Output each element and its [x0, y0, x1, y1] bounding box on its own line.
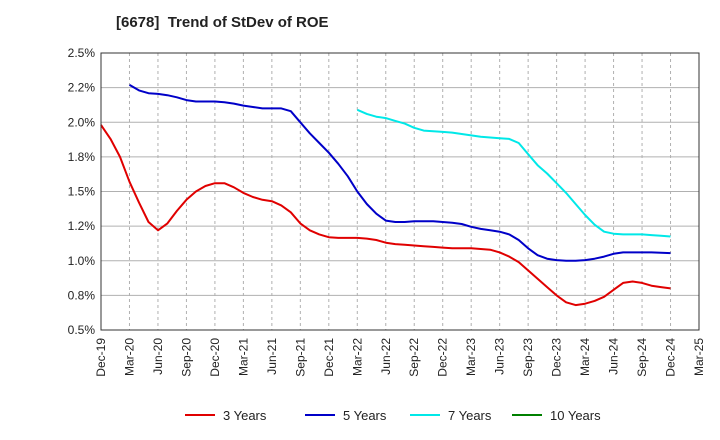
x-tick-label: Mar-25 — [692, 338, 706, 376]
y-tick-label: 2.5% — [68, 46, 96, 60]
series-line-5-years — [128, 84, 671, 262]
y-tick-label: 0.8% — [68, 288, 96, 302]
plot-frame — [100, 52, 700, 331]
series-line-3-years — [100, 124, 671, 307]
x-tick-label: Sep-24 — [635, 338, 649, 377]
axes-layer — [100, 52, 700, 331]
legend-label-10-years: 10 Years — [550, 408, 601, 423]
legend-label-7-years: 7 Years — [448, 408, 492, 423]
x-tick-label: Jun-24 — [607, 338, 621, 375]
x-tick-label: Dec-24 — [664, 338, 678, 377]
x-tick-label: Mar-23 — [464, 338, 478, 376]
y-tick-label: 2.2% — [68, 81, 96, 95]
x-tick-label: Jun-21 — [265, 338, 279, 375]
x-tick-label: Dec-21 — [322, 338, 336, 377]
x-tick-label: Sep-22 — [407, 338, 421, 377]
x-tick-label: Dec-23 — [550, 338, 564, 377]
y-tick-label: 1.8% — [68, 150, 96, 164]
grid-layer — [101, 52, 699, 330]
series-line-7-years — [356, 108, 671, 238]
series-layer — [100, 84, 671, 307]
y-tick-labels: 0.5% 0.8% 1.0% 1.2% 1.5% 1.8% 2.0% 2.2% 2.5% — [68, 46, 96, 337]
y-tick-label: 0.5% — [68, 323, 96, 337]
x-tick-label: Mar-24 — [578, 338, 592, 376]
x-tick-label: Sep-23 — [521, 338, 535, 377]
x-tick-label: Jun-20 — [151, 338, 165, 375]
x-tick-label: Dec-20 — [208, 338, 222, 377]
y-tick-label: 1.0% — [68, 254, 96, 268]
legend-label-3-years: 3 Years — [223, 408, 267, 423]
x-tick-label: Jun-22 — [379, 338, 393, 375]
x-tick-labels: Dec-19 Mar-20 Jun-20 Sep-20 Dec-20 Mar-21 Jun-… — [94, 338, 706, 377]
x-tick-label: Dec-22 — [436, 338, 450, 377]
legend-label-5-years: 5 Years — [343, 408, 387, 423]
chart-title: [6678] Trend of StDev of ROE — [116, 14, 329, 31]
y-tick-label: 1.2% — [68, 219, 96, 233]
x-tick-label: Jun-23 — [493, 338, 507, 375]
x-tick-label: Sep-21 — [293, 338, 307, 377]
y-tick-label: 1.5% — [68, 185, 96, 199]
x-tick-label: Sep-20 — [179, 338, 193, 377]
x-tick-label: Mar-21 — [236, 338, 250, 376]
x-tick-label: Mar-20 — [122, 338, 136, 376]
legend: 3 Years 5 Years 7 Years 10 Years — [185, 408, 601, 423]
x-tick-label: Dec-19 — [94, 338, 108, 377]
y-tick-label: 2.0% — [68, 115, 96, 129]
x-tick-label: Mar-22 — [350, 338, 364, 376]
